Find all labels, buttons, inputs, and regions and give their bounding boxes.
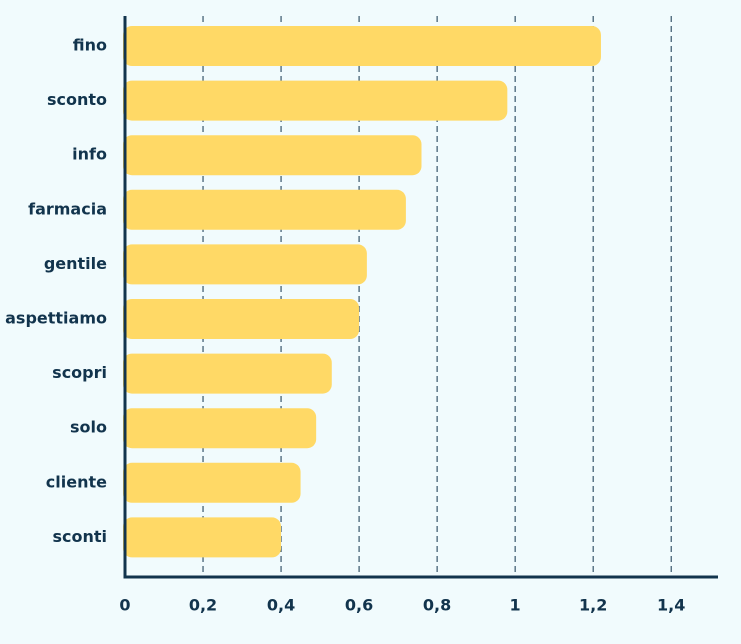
category-label: scopri: [52, 363, 107, 382]
bar-gentile: [123, 244, 367, 285]
bars: [123, 26, 601, 558]
category-label: fino: [73, 36, 107, 55]
x-tick-label: 1,4: [657, 596, 685, 615]
x-tick-labels: 0 0,2 0,4 0,6 0,8 1 1,2 1,4: [119, 596, 685, 615]
bar-solo: [123, 408, 317, 449]
axes: [123, 16, 718, 579]
category-labels: fino sconto info farmacia gentile aspettiamo s…: [5, 36, 107, 546]
bar-fino: [123, 26, 601, 66]
x-tick-label: 1: [510, 596, 521, 615]
x-tick-label: 0,2: [189, 596, 217, 615]
bar-info: [123, 135, 422, 176]
category-label: aspettiamo: [5, 309, 107, 328]
x-tick-label: 0: [119, 596, 130, 615]
bar-cliente: [123, 462, 301, 503]
bar-sconti: [123, 517, 282, 558]
x-tick-label: 0,8: [423, 596, 451, 615]
bar-aspettiamo: [123, 299, 360, 339]
category-label: sconto: [47, 90, 107, 109]
category-label: sconti: [52, 527, 107, 546]
bar-scopri: [123, 353, 332, 394]
x-tick-label: 1,2: [579, 596, 607, 615]
category-label: solo: [70, 418, 107, 437]
category-label: info: [72, 145, 107, 164]
bar-farmacia: [123, 189, 406, 230]
bar-sconto: [123, 80, 508, 121]
category-label: farmacia: [28, 199, 107, 218]
x-tick-label: 0,6: [345, 596, 373, 615]
category-label: gentile: [44, 254, 107, 273]
category-label: cliente: [46, 472, 107, 491]
x-tick-label: 0,4: [267, 596, 295, 615]
